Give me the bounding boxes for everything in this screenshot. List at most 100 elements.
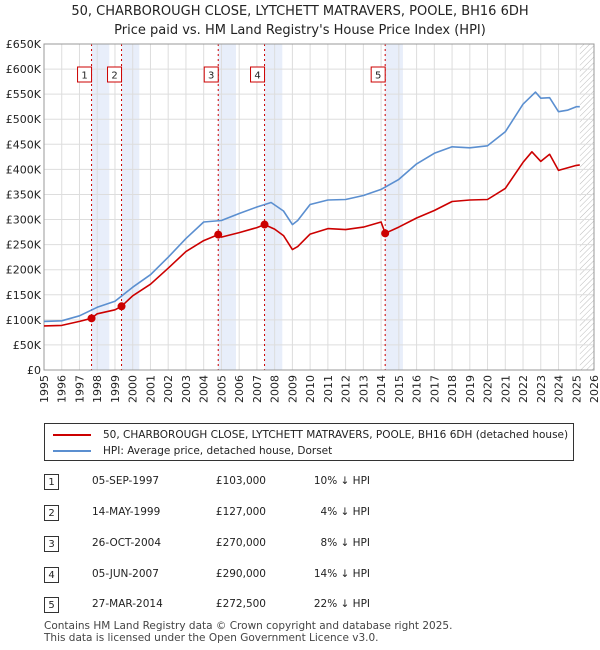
- sale-point: [117, 302, 126, 311]
- legend-item-property: 50, CHARBOROUGH CLOSE, LYTCHETT MATRAVER…: [53, 427, 568, 443]
- sale-hpi-diff: 4% ↓ HPI: [320, 506, 370, 518]
- chart-title: 50, CHARBOROUGH CLOSE, LYTCHETT MATRAVER…: [0, 2, 600, 40]
- sale-point: [214, 230, 223, 239]
- x-tick-label: 2026: [588, 375, 600, 403]
- y-tick-label: £250K: [6, 239, 42, 252]
- x-tick-label: 2015: [393, 375, 406, 403]
- x-tick-label: 1995: [38, 375, 51, 403]
- y-tick-label: £650K: [6, 38, 42, 51]
- legend-label-hpi: HPI: Average price, detached house, Dors…: [103, 445, 333, 457]
- legend-label-property: 50, CHARBOROUGH CLOSE, LYTCHETT MATRAVER…: [103, 429, 569, 441]
- footer: Contains HM Land Registry data © Crown c…: [44, 620, 452, 644]
- sale-hpi-diff: 22% ↓ HPI: [313, 598, 370, 610]
- property-price-line: [43, 151, 580, 327]
- sale-date: 14-MAY-1999: [92, 506, 161, 518]
- sale-number-box: [250, 66, 266, 83]
- sale-date: 26-OCT-2004: [92, 537, 161, 549]
- x-tick-label: 2010: [304, 375, 317, 403]
- sale-shade-band: [218, 44, 236, 370]
- sale-shade-band: [91, 44, 110, 370]
- title-line-1: 50, CHARBOROUGH CLOSE, LYTCHETT MATRAVER…: [71, 4, 529, 19]
- sale-number-box: [370, 66, 386, 83]
- sale-number-label: 2: [111, 71, 117, 82]
- x-tick-label: 2009: [286, 375, 299, 403]
- title-line-2: Price paid vs. HM Land Registry's House …: [114, 23, 486, 38]
- x-tick-label: 2012: [340, 375, 353, 403]
- sale-row: 5 27-MAR-2014 £272,500 22% ↓ HPI: [44, 597, 584, 615]
- x-tick-label: 2007: [251, 375, 264, 403]
- x-tick-label: 2004: [198, 375, 211, 403]
- x-tick-label: 2002: [162, 375, 175, 403]
- x-tick-label: 1998: [91, 375, 104, 403]
- legend-swatch-blue: [53, 450, 91, 452]
- x-tick-label: 2000: [127, 375, 140, 403]
- sale-price: £290,000: [215, 568, 266, 580]
- legend-item-hpi: HPI: Average price, detached house, Dors…: [53, 443, 332, 459]
- sale-price: £103,000: [215, 475, 266, 487]
- y-tick-label: £150K: [6, 289, 42, 302]
- x-tick-label: 2024: [553, 375, 566, 403]
- sale-price: £272,500: [215, 598, 266, 610]
- sale-date: 05-JUN-2007: [92, 568, 159, 580]
- sale-number: 2: [44, 505, 59, 521]
- x-tick-label: 1997: [73, 375, 86, 403]
- sale-number: 3: [44, 536, 59, 552]
- x-tick-label: 2020: [482, 375, 495, 403]
- sale-number: 4: [44, 567, 59, 583]
- footer-line-1: Contains HM Land Registry data © Crown c…: [44, 620, 453, 632]
- sale-number-label: 5: [375, 71, 381, 82]
- legend: 50, CHARBOROUGH CLOSE, LYTCHETT MATRAVER…: [44, 423, 574, 461]
- sale-row: 1 05-SEP-1997 £103,000 10% ↓ HPI: [44, 474, 584, 492]
- x-tick-label: 2011: [322, 375, 335, 403]
- sale-price: £270,000: [215, 537, 266, 549]
- x-tick-label: 2006: [233, 375, 246, 403]
- sale-number-box: [203, 66, 219, 83]
- x-tick-label: 2003: [180, 375, 193, 403]
- x-tick-label: 1999: [109, 375, 122, 403]
- sale-hpi-diff: 8% ↓ HPI: [320, 537, 370, 549]
- sale-number-label: 4: [254, 71, 260, 82]
- legend-swatch-red: [53, 434, 91, 436]
- sale-row: 2 14-MAY-1999 £127,000 4% ↓ HPI: [44, 505, 584, 523]
- x-tick-label: 2001: [144, 375, 157, 403]
- sale-point: [260, 220, 269, 229]
- x-tick-label: 2013: [357, 375, 370, 403]
- sale-number: 1: [44, 474, 59, 490]
- y-tick-label: £50K: [13, 339, 42, 352]
- future-hatch: [579, 44, 594, 370]
- sale-shade-band: [121, 44, 140, 370]
- x-tick-label: 2016: [411, 375, 424, 403]
- y-tick-label: £100K: [6, 314, 42, 327]
- price-chart: 1 2 3 4 5 £0 £50K £100K £150K £200K £250K £300K £350…: [6, 38, 600, 403]
- sale-point: [381, 229, 390, 238]
- x-tick-label: 2025: [570, 375, 583, 403]
- y-tick-label: £350K: [6, 188, 42, 201]
- y-tick-label: £400K: [6, 163, 42, 176]
- sale-number-label: 3: [208, 71, 214, 82]
- plot-frame: [43, 43, 595, 371]
- sale-number-box: [77, 66, 93, 83]
- x-tick-label: 2023: [535, 375, 548, 403]
- sale-shade-band: [385, 44, 403, 370]
- sale-number-label: 1: [81, 71, 87, 82]
- x-tick-label: 2021: [499, 375, 512, 403]
- y-tick-label: £550K: [6, 88, 42, 101]
- x-tick-label: 2005: [215, 375, 228, 403]
- x-tick-label: 2019: [464, 375, 477, 403]
- y-tick-label: £450K: [6, 138, 42, 151]
- x-tick-label: 2017: [428, 375, 441, 403]
- sale-row: 4 05-JUN-2007 £290,000 14% ↓ HPI: [44, 567, 584, 585]
- hpi-line: [43, 91, 580, 323]
- sale-number-box: [107, 66, 123, 83]
- x-tick-label: 1996: [56, 375, 69, 403]
- x-tick-label: 2014: [375, 375, 388, 403]
- x-tick-label: 2008: [269, 375, 282, 403]
- x-tick-label: 2022: [517, 375, 530, 403]
- x-tick-label: 2018: [446, 375, 459, 403]
- sale-hpi-diff: 10% ↓ HPI: [313, 475, 370, 487]
- sale-row: 3 26-OCT-2004 £270,000 8% ↓ HPI: [44, 536, 584, 554]
- sale-price: £127,000: [215, 506, 266, 518]
- y-tick-label: £200K: [6, 264, 42, 277]
- sale-date: 05-SEP-1997: [92, 475, 160, 487]
- y-tick-label: £500K: [6, 113, 42, 126]
